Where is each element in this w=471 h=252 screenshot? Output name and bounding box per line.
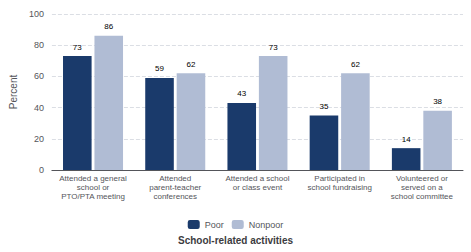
- svg-text:school fundraising: school fundraising: [307, 183, 371, 192]
- svg-text:62: 62: [187, 60, 196, 69]
- svg-text:59: 59: [155, 64, 164, 73]
- svg-text:14: 14: [402, 135, 411, 144]
- svg-text:Attended a school: Attended a school: [225, 174, 289, 183]
- svg-text:40: 40: [34, 103, 44, 113]
- svg-text:School-related activities: School-related activities: [178, 235, 293, 246]
- svg-text:school or: school or: [77, 183, 110, 192]
- svg-text:Nonpoor: Nonpoor: [249, 220, 284, 230]
- svg-text:parent-teacher: parent-teacher: [149, 183, 201, 192]
- svg-text:Poor: Poor: [205, 220, 224, 230]
- svg-text:38: 38: [433, 97, 442, 106]
- svg-text:62: 62: [351, 60, 360, 69]
- svg-text:Participated in: Participated in: [314, 174, 365, 183]
- svg-text:73: 73: [269, 43, 278, 52]
- svg-text:73: 73: [73, 43, 82, 52]
- svg-text:Percent: Percent: [8, 75, 19, 110]
- svg-text:Volunteered or: Volunteered or: [396, 174, 448, 183]
- svg-text:80: 80: [34, 40, 44, 50]
- svg-text:86: 86: [104, 22, 113, 31]
- svg-text:60: 60: [34, 71, 44, 81]
- svg-text:35: 35: [320, 102, 329, 111]
- svg-text:or class event: or class event: [233, 183, 283, 192]
- svg-text:43: 43: [237, 89, 246, 98]
- svg-text:PTO/PTA meeting: PTO/PTA meeting: [61, 192, 125, 201]
- svg-text:100: 100: [29, 9, 44, 19]
- svg-text:served on a: served on a: [401, 183, 443, 192]
- svg-text:0: 0: [39, 165, 44, 175]
- svg-text:Attended: Attended: [159, 174, 191, 183]
- svg-text:Attended a general: Attended a general: [59, 174, 127, 183]
- svg-text:20: 20: [34, 134, 44, 144]
- svg-text:school committee: school committee: [391, 192, 454, 201]
- svg-text:conferences: conferences: [153, 192, 197, 201]
